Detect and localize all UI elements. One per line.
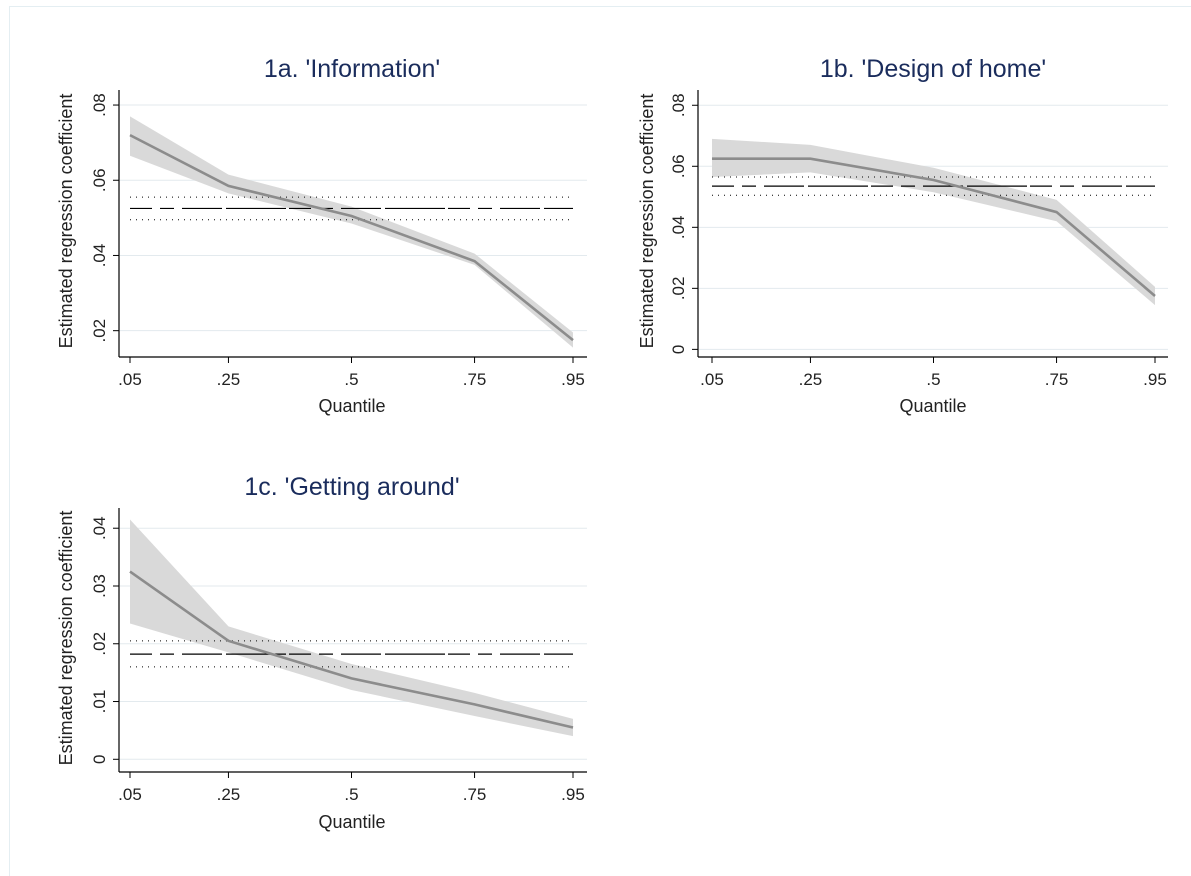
y-tick-label: .02	[90, 319, 109, 343]
x-tick-label: .75	[1045, 370, 1069, 389]
plot-area-1c: 0 .01 .02 .03 .04 .05 .25 .5 .75 .95	[90, 508, 587, 804]
y-tick-label: 0	[90, 755, 109, 764]
x-tick-label: .25	[217, 370, 241, 389]
y-axis-label: Estimated regression coefficient	[56, 94, 76, 349]
y-axis-label: Estimated regression coefficient	[637, 94, 657, 349]
panel-title: 1a. 'Information'	[264, 55, 440, 83]
panel-1b: 1b. 'Design of home' 0 .02 .04 .06 .08 .05 .25…	[637, 55, 1168, 416]
y-tick-label: .01	[90, 690, 109, 714]
y-tick-label: .06	[90, 168, 109, 192]
x-tick-label: .05	[118, 785, 142, 804]
panel-1a: 1a. 'Information' .02 .04 .06 .08 .05 .25 .5 .7…	[56, 55, 587, 416]
y-tick-label: .04	[90, 516, 109, 540]
plot-area-1b: 0 .02 .04 .06 .08 .05 .25 .5 .75 .95	[669, 90, 1168, 389]
x-tick-label: .05	[118, 370, 142, 389]
y-tick-label: .06	[669, 154, 688, 178]
x-axis-label: Quantile	[318, 812, 385, 832]
x-tick-label: .95	[561, 785, 585, 804]
plot-area-1a: .02 .04 .06 .08 .05 .25 .5 .75 .95	[90, 90, 587, 389]
x-tick-label: .5	[926, 370, 940, 389]
y-tick-label: 0	[669, 345, 688, 354]
panel-title: 1b. 'Design of home'	[820, 55, 1046, 83]
panel-title: 1c. 'Getting around'	[244, 473, 459, 501]
x-tick-label: .5	[344, 370, 358, 389]
y-tick-label: .08	[669, 93, 688, 117]
x-tick-label: .5	[344, 785, 358, 804]
x-tick-label: .75	[463, 370, 487, 389]
y-tick-label: .04	[669, 215, 688, 239]
y-tick-label: .04	[90, 244, 109, 268]
panel-1c: 1c. 'Getting around' 0 .01 .02 .03 .04 .05 .25…	[56, 473, 587, 832]
y-tick-label: .03	[90, 574, 109, 598]
y-tick-label: .08	[90, 93, 109, 117]
y-axis-label: Estimated regression coefficient	[56, 511, 76, 766]
x-tick-label: .95	[561, 370, 585, 389]
x-tick-label: .05	[700, 370, 724, 389]
y-tick-label: .02	[90, 632, 109, 656]
x-tick-label: .25	[799, 370, 823, 389]
confidence-band	[130, 116, 573, 347]
x-axis-label: Quantile	[318, 396, 385, 416]
x-axis-label: Quantile	[899, 396, 966, 416]
x-tick-label: .75	[463, 785, 487, 804]
confidence-band	[712, 139, 1155, 305]
x-tick-label: .25	[217, 785, 241, 804]
y-tick-label: .02	[669, 277, 688, 301]
x-tick-label: .95	[1143, 370, 1167, 389]
confidence-band	[130, 520, 573, 737]
